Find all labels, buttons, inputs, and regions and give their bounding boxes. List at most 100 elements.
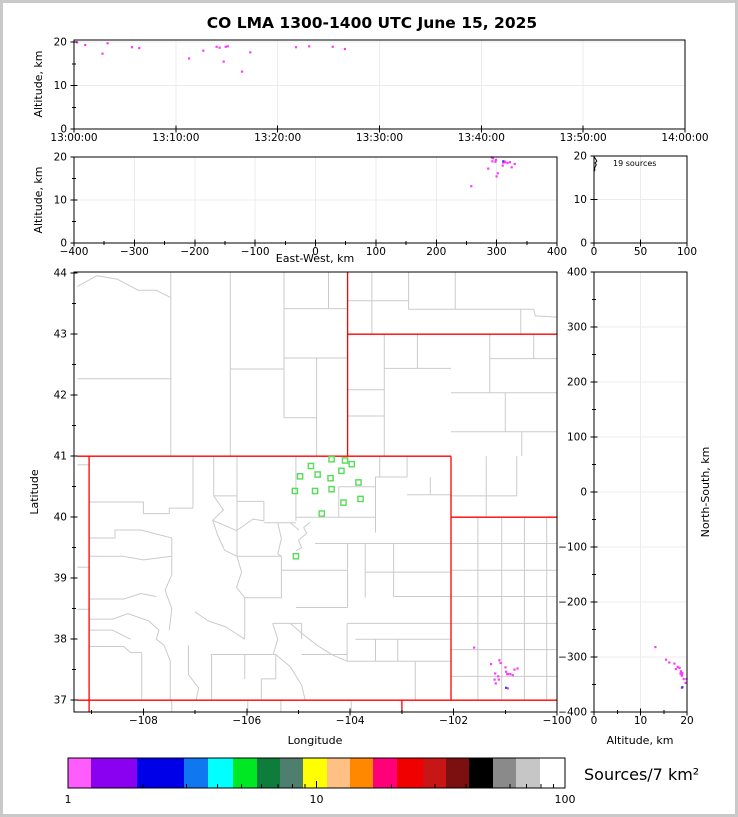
lma-station-marker	[328, 485, 335, 493]
tick-label: −106	[232, 715, 261, 727]
ew-source-dot	[504, 161, 507, 164]
ew-source-dot	[494, 158, 498, 162]
tick-label: −400	[558, 707, 587, 719]
tick-label: 0	[312, 246, 319, 258]
tick-label: 0	[580, 487, 587, 499]
tick-label: 39	[54, 573, 67, 585]
time-source-dot	[249, 51, 252, 54]
tick-label: 0	[580, 238, 587, 250]
tick-label: 100	[555, 793, 576, 806]
ew-source-dot	[495, 175, 498, 178]
tick-label: 37	[54, 695, 67, 707]
tick-label: −300	[558, 652, 587, 664]
lma-station-marker	[296, 473, 304, 480]
map-source-dot	[494, 682, 497, 685]
lma-station-marker	[341, 457, 349, 464]
lma-station-marker	[357, 495, 364, 503]
map-source-dot	[505, 686, 508, 689]
tick-label: −100	[241, 246, 270, 258]
tick-label: 0	[591, 715, 598, 727]
tick-label: 400	[567, 267, 587, 279]
ns-source-dot	[654, 646, 657, 649]
lma-station-marker	[311, 487, 319, 495]
gridlines	[74, 40, 687, 712]
ns-source-dot	[680, 674, 683, 677]
ew-source-dot	[487, 167, 490, 170]
map-source-dot	[489, 663, 493, 666]
ns-source-dot	[678, 666, 681, 670]
time-source-dot	[240, 70, 244, 73]
lma-station-marker	[314, 471, 321, 478]
tick-label: 13:00:00	[50, 132, 97, 144]
tick-label: 100	[567, 432, 587, 444]
tick-label: −200	[180, 246, 209, 258]
tick-label: 1	[65, 793, 72, 806]
map-source-dot	[498, 659, 501, 662]
tick-label: −300	[120, 246, 149, 258]
tick-label: 13:50:00	[560, 132, 607, 144]
tick-label: 13:40:00	[458, 132, 505, 144]
tick-label: 38	[54, 634, 67, 646]
map-source-dots	[473, 646, 519, 690]
lma-station-marker	[338, 467, 345, 475]
ns-source-dot	[673, 662, 676, 665]
ns-source-dot	[665, 658, 668, 661]
lma-station-marker	[307, 462, 315, 470]
ns-source-dot	[682, 677, 685, 681]
tick-label: −200	[558, 597, 587, 609]
time-source-dot	[101, 52, 104, 55]
ew-source-dot	[502, 161, 505, 164]
tick-label: 20	[680, 715, 693, 727]
ew-panel-xlabel: East-West, km	[276, 252, 354, 265]
tick-label: 14:00:00	[661, 132, 708, 144]
lma-station-marker	[327, 474, 334, 482]
tick-labels: 13:00:00 13:10:00 13:20:00 13:30:00 13:40:00…	[50, 37, 708, 807]
lma-station-marker	[318, 510, 326, 517]
time-source-dot	[130, 46, 134, 49]
tick-label: 200	[567, 377, 587, 389]
tick-label: 100	[677, 246, 697, 258]
tick-label: 10	[54, 195, 67, 207]
ns-source-dot	[684, 681, 687, 684]
tick-label: −102	[439, 715, 468, 727]
lma-station-marker	[292, 552, 300, 560]
map-source-dot	[513, 668, 516, 671]
tick-label: 40	[54, 512, 67, 524]
colorbar-label: Sources/7 km²	[584, 765, 699, 784]
ns-source-dot	[668, 661, 671, 664]
map-source-dot	[505, 670, 508, 673]
tick-label: 300	[567, 322, 587, 334]
tick-label: 50	[634, 246, 647, 258]
tick-label: 400	[547, 246, 567, 258]
time-source-dot	[202, 49, 205, 52]
figure-title: CO LMA 1300-1400 UTC June 15, 2025	[207, 14, 537, 32]
lma-station-marker	[340, 499, 347, 506]
tick-label: 300	[487, 246, 507, 258]
map-source-dot	[511, 674, 514, 677]
tick-label: 20	[574, 151, 587, 163]
map-source-dot	[516, 667, 519, 670]
time-source-dot	[138, 47, 141, 50]
map-source-dot	[493, 678, 496, 681]
time-source-dot	[294, 46, 298, 49]
lma-station-marker	[355, 479, 362, 486]
colorbar	[67, 757, 566, 789]
ns-panel-ylabel: North-South, km	[699, 447, 712, 538]
plot-canvas: 13:00:00 13:10:00 13:20:00 13:30:00 13:40:00…	[28, 14, 712, 807]
ew-panel-ylabel: Altitude, km	[32, 166, 45, 233]
source-count-annotation: 19 sources	[613, 159, 656, 168]
map-source-dot	[506, 673, 509, 676]
ew-source-dot	[508, 161, 511, 164]
tick-label: −108	[129, 715, 158, 727]
tick-label: 10	[54, 80, 67, 92]
map-source-dot	[473, 646, 476, 649]
ns-source-dot	[676, 665, 679, 668]
time-source-dot	[224, 45, 227, 48]
ew-source-dot	[510, 166, 513, 169]
time-source-dot	[188, 57, 191, 60]
map-source-dot	[494, 672, 497, 675]
state-borders	[77, 272, 557, 712]
ew-source-dot	[502, 160, 505, 163]
time-source-dot	[84, 43, 87, 47]
